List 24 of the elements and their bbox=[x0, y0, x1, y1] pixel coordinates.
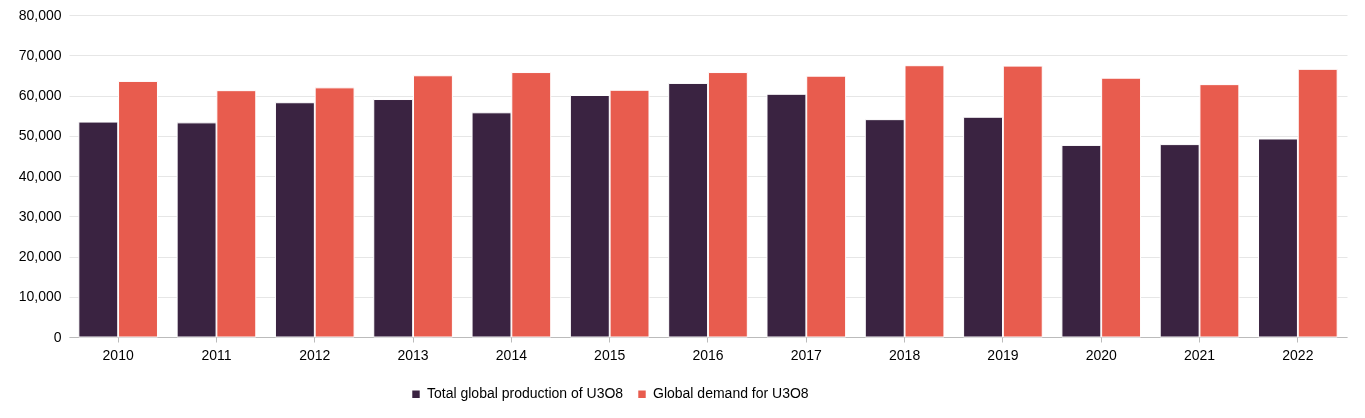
legend-label: Total global production of U3O8 bbox=[427, 385, 624, 402]
x-tick-label: 2022 bbox=[1282, 346, 1314, 363]
x-tick-label: 2020 bbox=[1085, 346, 1118, 363]
x-tick-label: 2016 bbox=[692, 346, 724, 363]
y-tick-label: 60,000 bbox=[18, 87, 62, 103]
x-tick-label: 2010 bbox=[102, 346, 134, 363]
y-tick-label: 0 bbox=[53, 328, 62, 345]
x-tick-label: 2018 bbox=[889, 346, 921, 363]
x-tick-label: 2015 bbox=[594, 346, 626, 363]
y-tick-label: 20,000 bbox=[18, 248, 62, 264]
y-tick-label: 70,000 bbox=[18, 46, 62, 63]
x-tick-label: 2013 bbox=[397, 346, 429, 363]
legend-label: Global demand for U3O8 bbox=[653, 385, 809, 402]
y-tick-label: 10,000 bbox=[18, 288, 62, 305]
x-tick-label: 2011 bbox=[201, 346, 232, 363]
y-tick-label: 30,000 bbox=[18, 207, 62, 224]
y-tick-label: 40,000 bbox=[18, 167, 62, 184]
x-tick-label: 2014 bbox=[495, 346, 528, 363]
y-tick-label: 80,000 bbox=[18, 6, 62, 23]
x-tick-label: 2012 bbox=[299, 346, 331, 363]
x-tick-label: 2017 bbox=[790, 346, 823, 363]
y-tick-label: 50,000 bbox=[18, 127, 62, 144]
x-tick-label: 2021 bbox=[1183, 346, 1216, 363]
x-tick-label: 2019 bbox=[987, 346, 1019, 363]
